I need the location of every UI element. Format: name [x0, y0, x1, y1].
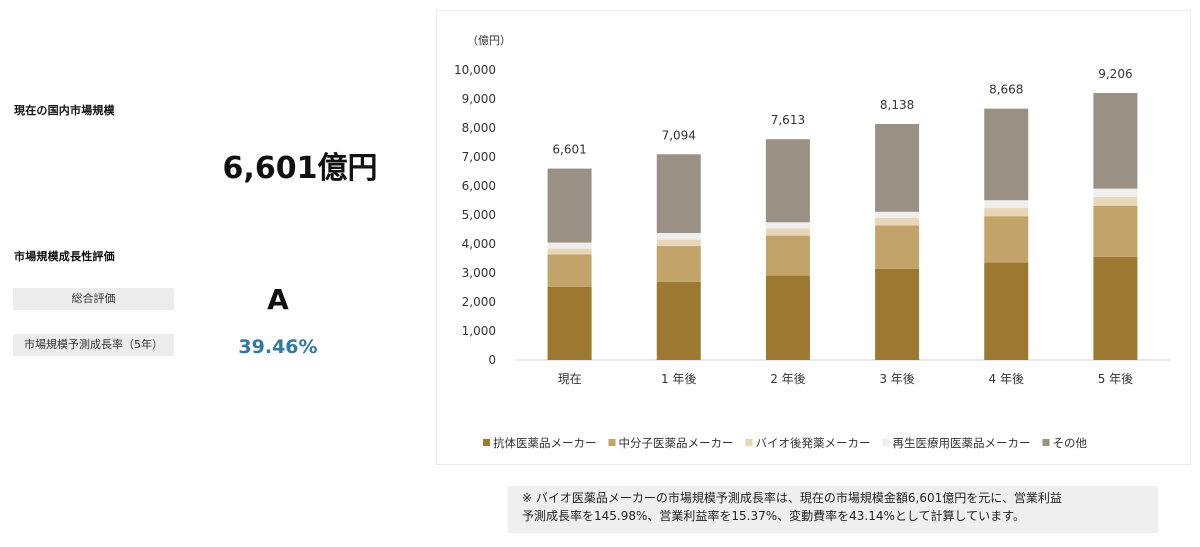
bar-total-label: 8,138: [880, 98, 914, 112]
bar-total-label: 7,094: [662, 128, 696, 142]
bar-segment: [765, 139, 810, 223]
bar-segment: [984, 208, 1029, 217]
bar-segment: [1093, 197, 1138, 206]
y-tick-label: 8,000: [462, 121, 496, 135]
bar-total-label: 6,601: [552, 143, 586, 157]
chart-panel: （億円） 0 1,000 2,000 3,000 4,000 5,000 6,000 7,000…: [436, 10, 1191, 465]
bar-total-label: 7,613: [771, 113, 805, 127]
bar-segment: [765, 222, 810, 229]
bar-segment: [875, 211, 920, 218]
bar-segment: [1093, 256, 1138, 360]
bar-segment: [1093, 188, 1138, 198]
bar-segment: [875, 217, 920, 226]
market-size-value: 6,601億円: [222, 151, 378, 186]
overall-label: 総合評価: [13, 288, 174, 310]
growth-rate-value: 39.46%: [238, 336, 318, 358]
bar-segment: [765, 228, 810, 236]
legend-label: その他: [1053, 436, 1088, 450]
bar-segment: [1093, 205, 1138, 257]
y-tick-label: 10,000: [454, 63, 496, 77]
footnote: ※ バイオ医薬品メーカーの市場規模予測成長率は、現在の市場規模金額6,601億円…: [508, 486, 1158, 533]
y-tick-label: 0: [488, 353, 496, 367]
x-tick-label: 4 年後: [989, 372, 1024, 386]
legend-label: 再生医療用医薬品メーカー: [893, 436, 1031, 450]
bar-segment: [547, 248, 592, 255]
market-size-heading: 現在の国内市場規模: [14, 104, 115, 117]
bar-segment: [984, 200, 1029, 209]
y-tick-label: 9,000: [462, 92, 496, 106]
y-tick-label: 6,000: [462, 179, 496, 193]
bar-segment: [656, 232, 701, 240]
bar-segment: [765, 275, 810, 360]
y-tick-label: 5,000: [462, 208, 496, 222]
y-unit-label: （億円）: [467, 34, 511, 47]
footnote-line-2: 予測成長率を145.98%、営業利益率を15.37%、変動費率を43.14%とし…: [522, 509, 1025, 523]
bar-segment: [875, 123, 920, 212]
bar-segment: [984, 216, 1029, 263]
bar-segment: [547, 168, 592, 243]
bar-total-label: 8,668: [989, 83, 1023, 97]
x-tick-label: 3 年後: [879, 372, 914, 386]
y-tick-label: 3,000: [462, 266, 496, 280]
bar-segment: [875, 225, 920, 269]
y-tick-label: 4,000: [462, 237, 496, 251]
bar-segment: [984, 262, 1029, 360]
x-tick-label: 現在: [558, 372, 582, 386]
y-tick-label: 7,000: [462, 150, 496, 164]
legend-swatch: [608, 439, 616, 446]
x-tick-label: 5 年後: [1098, 372, 1133, 386]
x-tick-label: 1 年後: [661, 372, 696, 386]
legend-label: 抗体医薬品メーカー: [493, 436, 597, 450]
growth-heading: 市場規模成長性評価: [14, 250, 115, 263]
stacked-bar-chart: （億円） 0 1,000 2,000 3,000 4,000 5,000 6,000 7,000…: [454, 34, 1170, 450]
legend-swatch: [1042, 439, 1050, 446]
bar-segment: [547, 254, 592, 287]
bar-segment: [984, 108, 1029, 201]
bar-segment: [1093, 93, 1138, 189]
bar-segment: [656, 281, 701, 360]
bar-segment: [656, 154, 701, 233]
legend-swatch: [882, 439, 890, 446]
legend-label: バイオ後発薬メーカー: [756, 436, 871, 450]
bar-segment: [547, 286, 592, 360]
bar-segment: [547, 242, 592, 249]
bar-segment: [656, 246, 701, 282]
bar-segment: [875, 268, 920, 360]
bar-segment: [765, 235, 810, 276]
bar-segment: [656, 239, 701, 247]
y-tick-label: 2,000: [462, 295, 496, 309]
footnote-line-1: ※ バイオ医薬品メーカーの市場規模予測成長率は、現在の市場規模金額6,601億円…: [522, 491, 1062, 505]
y-tick-label: 1,000: [462, 324, 496, 338]
legend-swatch: [483, 439, 490, 446]
legend-swatch: [745, 439, 753, 446]
overall-grade: A: [267, 283, 289, 316]
legend-label: 中分子医薬品メーカー: [619, 436, 734, 450]
x-tick-label: 2 年後: [770, 372, 805, 386]
growth-rate-label: 市場規模予測成長率（5年）: [13, 334, 174, 356]
bar-total-label: 9,206: [1098, 67, 1132, 81]
